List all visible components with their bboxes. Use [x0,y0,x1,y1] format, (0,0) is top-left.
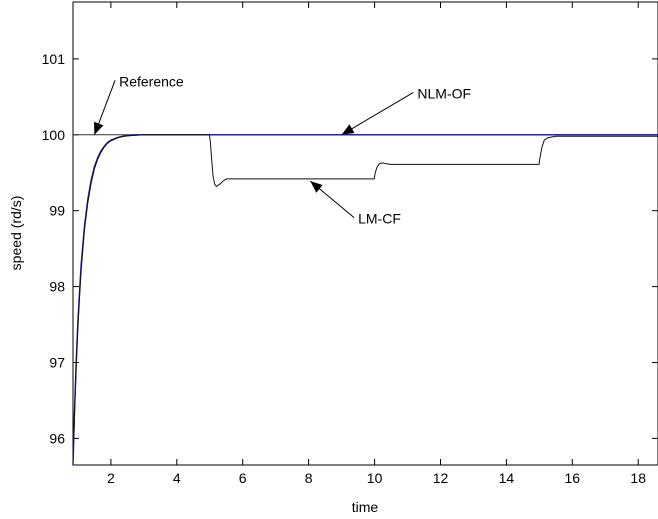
x-tick-label: 6 [239,470,247,486]
x-tick-label: 8 [305,470,313,486]
plot-frame [72,1,658,466]
series-line-lm-cf [72,134,658,462]
y-axis-title: speed (rd/s) [8,196,24,271]
x-tick-label: 2 [107,470,115,486]
y-tick-label: 101 [42,51,66,67]
x-axis-title: time [352,499,379,515]
annotation-arrowhead-nlm-of [341,124,355,135]
series-group [72,134,658,466]
annotation-label-lm-cf: LM-CF [358,211,401,227]
annotations-group: Reference NLM-OF LM-CF [93,73,471,227]
x-tick-label: 4 [173,470,181,486]
y-tick-label: 99 [49,203,65,219]
y-tick-label: 96 [49,430,65,446]
x-tick-label: 14 [499,470,515,486]
annotation-arrow-nlm-of [341,91,414,136]
annotation-arrowhead-lm-cf [310,181,323,193]
y-tick-label: 97 [49,355,65,371]
x-tick-label: 10 [367,470,383,486]
annotation-label-reference: Reference [119,73,184,89]
annotation-label-nlm-of: NLM-OF [417,85,471,101]
x-tick-label: 16 [565,470,581,486]
y-tick-label: 98 [49,279,65,295]
x-tick-label: 18 [630,470,646,486]
annotation-arrowhead-reference [94,121,104,135]
axis-ticks: 2 4 6 8 10 12 14 16 18 96 97 98 99 100 101 [42,2,658,486]
y-tick-label: 100 [42,127,66,143]
x-tick-label: 12 [433,470,449,486]
